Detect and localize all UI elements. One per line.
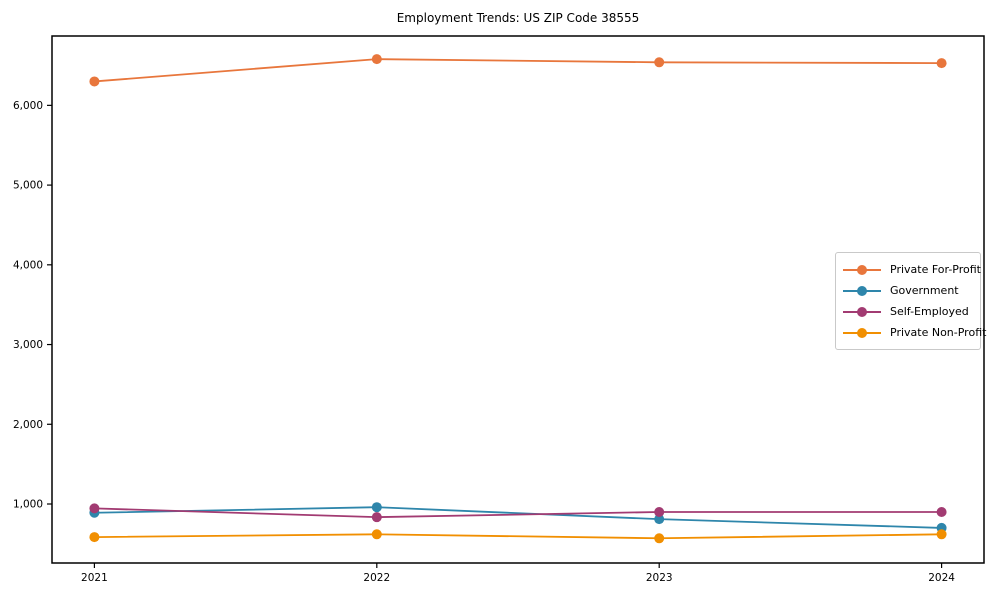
plot-area-frame <box>51 35 985 564</box>
legend-label: Government <box>890 284 959 297</box>
legend-dot-swatch <box>857 264 867 275</box>
legend-marker-government <box>843 285 881 296</box>
series-line-government <box>94 506 942 529</box>
legend-item-private-for-profit: Private For-Profit <box>843 259 981 280</box>
legend-item-private-non-profit: Private Non-Profit <box>843 322 986 343</box>
legend-label: Self-Employed <box>890 305 969 318</box>
chart-legend: Private For-Profit Government Self-Employe… <box>835 252 986 350</box>
chart-title: Employment Trends: US ZIP Code 38555 <box>396 11 640 25</box>
data-point-government-2023 <box>654 514 665 525</box>
legend-marker-private-for-profit <box>843 264 881 275</box>
y-axis-tick-label: 6,000 <box>13 100 43 112</box>
y-axis-tick-label: 5,000 <box>13 180 43 192</box>
legend-dot-swatch <box>857 285 867 296</box>
data-point-private-for-profit-2023 <box>654 57 665 68</box>
x-axis-tick-label: 2024 <box>928 572 955 584</box>
data-point-self-employed-2024 <box>936 506 947 517</box>
legend-item-self-employed: Self-Employed <box>843 301 972 322</box>
legend-item-government: Government <box>843 280 972 301</box>
x-axis-tick-label: 2023 <box>646 572 673 584</box>
data-point-private-for-profit-2021 <box>89 76 100 87</box>
data-point-private-for-profit-2022 <box>371 54 382 65</box>
y-axis-tick-label: 3,000 <box>13 339 43 351</box>
x-axis-tick-label: 2022 <box>363 572 390 584</box>
data-point-government-2022 <box>371 502 382 513</box>
legend-dot-swatch <box>857 327 867 338</box>
data-point-self-employed-2021 <box>89 503 100 514</box>
y-axis-tick-label: 1,000 <box>13 499 43 511</box>
data-point-private-non-profit-2021 <box>89 532 100 543</box>
series-line-self-employed <box>94 507 942 519</box>
series-line-private-for-profit <box>94 58 942 83</box>
x-axis-tick-label: 2021 <box>81 572 108 584</box>
series-line-private-non-profit <box>94 533 942 540</box>
legend-label: Private Non-Profit <box>890 326 987 339</box>
data-point-self-employed-2023 <box>654 506 665 517</box>
data-point-private-non-profit-2022 <box>371 529 382 540</box>
legend-marker-private-non-profit <box>843 327 881 338</box>
data-point-self-employed-2022 <box>371 512 382 523</box>
data-point-private-non-profit-2024 <box>936 529 947 540</box>
legend-marker-self-employed <box>843 306 881 317</box>
data-point-private-for-profit-2024 <box>936 58 947 69</box>
y-axis-tick-label: 2,000 <box>13 419 43 431</box>
data-point-private-non-profit-2023 <box>654 533 665 544</box>
y-axis-tick-label: 4,000 <box>13 259 43 271</box>
legend-label: Private For-Profit <box>890 263 981 276</box>
legend-dot-swatch <box>857 306 867 317</box>
